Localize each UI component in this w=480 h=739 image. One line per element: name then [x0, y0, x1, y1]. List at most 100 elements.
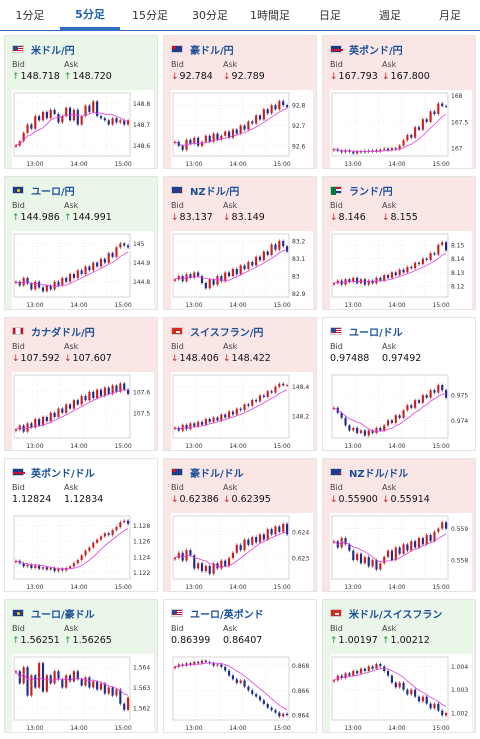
candle-body: [352, 671, 355, 676]
rate-card[interactable]: ランド/円 Bid Ask ↓8.146 ↓8.155 8.15 8.14 8.13 8.12 1…: [322, 176, 476, 310]
candle-body: [417, 127, 421, 130]
rate-card[interactable]: スイスフラン/円 Bid Ask ↓148.406 ↓148.422 148.4 148.2…: [163, 317, 317, 451]
pair-title[interactable]: ユーロ/英ポンド: [171, 606, 264, 621]
candle-body: [65, 277, 68, 282]
tab-3[interactable]: 30分足: [192, 9, 228, 22]
x-tick-label: 15:00: [114, 725, 131, 732]
price-chart[interactable]: 148.4 148.2 13:00 14:00 15:00: [171, 372, 313, 450]
pair-title[interactable]: NZドル/円: [171, 183, 239, 198]
tab-5[interactable]: 日足: [319, 9, 341, 22]
x-tick-label: 14:00: [70, 161, 87, 168]
price-chart[interactable]: 107.6 107.5 13:00 14:00 15:00: [12, 372, 154, 450]
candle-body: [266, 391, 269, 397]
price-chart[interactable]: 1.128 1.126 1.124 1.122 13:00 14:00 15:00: [12, 513, 154, 591]
rate-card[interactable]: 英ポンド/ドル Bid Ask 1.12824 1.12834 1.128 1.126 1.1…: [4, 458, 158, 592]
price-chart[interactable]: 0.975 0.974 13:00 14:00 15:00: [330, 372, 472, 450]
tab-6[interactable]: 週足: [379, 9, 401, 22]
pair-title[interactable]: 豪ドル/円: [171, 42, 234, 57]
candle-body: [189, 550, 192, 556]
pair-name: 米ドル/スイスフラン: [349, 609, 443, 621]
tab-4[interactable]: 1時間足: [250, 9, 290, 22]
rate-card[interactable]: NZドル/ドル Bid Ask ↓0.55900 ↓0.55914 0.559 0.558 1…: [322, 458, 476, 592]
tab-2[interactable]: 15分足: [132, 9, 168, 22]
candlestick-chart: 148.4 148.2 13:00 14:00 15:00: [171, 372, 313, 450]
rate-card[interactable]: 米ドル/スイスフラン Bid Ask ↑1.00197 ↑1.00212 1.004 1.0…: [322, 599, 476, 733]
candle-body: [193, 555, 196, 569]
candle-body: [394, 272, 397, 276]
pair-title[interactable]: ユーロ/円: [12, 183, 75, 198]
x-tick-label: 14:00: [229, 443, 246, 450]
candle-body: [414, 400, 417, 408]
price-chart[interactable]: 1.564 1.563 1.562 13:00 14:00 15:00: [12, 654, 154, 732]
rate-card[interactable]: 豪ドル/ドル Bid Ask ↓0.62386 ↓0.62395 0.624 0.623 13…: [163, 458, 317, 592]
rate-card[interactable]: NZドル/円 Bid Ask ↓83.137 ↓83.149 83.2 83.1 83 82.9…: [163, 176, 317, 310]
candle-body: [119, 383, 122, 392]
moving-average-line: [15, 251, 129, 287]
candle-body: [251, 262, 254, 266]
price-chart[interactable]: 1.004 1.003 1.002 13:00 14:00 15:00: [330, 654, 472, 732]
candle-body: [379, 427, 382, 431]
price-chart[interactable]: 0.624 0.623 13:00 14:00 15:00: [171, 513, 313, 591]
tab-1[interactable]: 5分足: [60, 0, 120, 30]
price-chart[interactable]: 0.868 0.866 0.864 13:00 14:00 15:00: [171, 654, 313, 732]
pair-title[interactable]: NZドル/ドル: [330, 465, 408, 480]
ask-value: ↑1.00212: [382, 635, 430, 646]
x-tick-label: 13:00: [26, 725, 43, 732]
candle-body: [387, 275, 390, 278]
pair-title[interactable]: 米ドル/円: [12, 42, 75, 57]
pair-title[interactable]: 米ドル/スイスフラン: [330, 606, 443, 621]
candle-body: [76, 400, 79, 405]
candle-body: [224, 272, 227, 282]
candle-body: [173, 279, 176, 281]
candle-body: [239, 265, 242, 275]
rate-card[interactable]: 米ドル/円 Bid Ask ↑148.718 ↑148.720 148.8 148.7 148…: [4, 35, 158, 169]
pair-title[interactable]: カナダドル/円: [12, 324, 95, 339]
price-chart[interactable]: 148.8 148.7 148.6 13:00 14:00 15:00: [12, 90, 154, 168]
rate-card[interactable]: ユーロ/豪ドル Bid Ask ↑1.56251 ↑1.56265 1.564 1.563 1…: [4, 599, 158, 733]
price-chart[interactable]: 92.8 92.7 92.6 13:00 14:00 15:00: [171, 90, 313, 168]
candle-body: [88, 547, 91, 551]
pair-title[interactable]: 英ポンド/ドル: [12, 465, 95, 480]
ask-label: Ask: [64, 201, 79, 210]
price-chart[interactable]: 83.2 83.1 83 82.9 13:00 14:00 15:00: [171, 231, 313, 309]
price-chart[interactable]: 8.15 8.14 8.13 8.12 13:00 14:00 15:00: [330, 231, 472, 309]
price-chart[interactable]: 0.559 0.558 13:00 14:00 15:00: [330, 513, 472, 591]
candle-body: [437, 244, 440, 255]
candle-body: [92, 262, 95, 271]
rate-card[interactable]: カナダドル/円 Bid Ask ↓107.592 ↓107.607 107.6 107.5 1…: [4, 317, 158, 451]
y-tick-label: 148.2: [292, 414, 309, 421]
candle-body: [123, 243, 126, 246]
candle-body: [96, 101, 99, 117]
rate-card[interactable]: 豪ドル/円 Bid Ask ↓92.784 ↓92.789 92.8 92.7 92.6 13:…: [163, 35, 317, 169]
flag-icon: [171, 609, 183, 617]
moving-average-line: [174, 108, 288, 147]
tab-7[interactable]: 月足: [439, 9, 461, 22]
candle-body: [379, 664, 382, 667]
rate-card[interactable]: ユーロ/英ポンド Bid Ask 0.86399 0.86407 0.868 0.866 0.…: [163, 599, 317, 733]
candle-body: [429, 534, 432, 542]
pair-title[interactable]: ランド/円: [330, 183, 393, 198]
pair-title[interactable]: スイスフラン/円: [171, 324, 263, 339]
y-tick-label: 1.003: [451, 687, 468, 694]
candle-body: [204, 418, 207, 425]
plot-frame: [172, 374, 290, 439]
price-chart[interactable]: 145 144.9 144.8 13:00 14:00 15:00: [12, 231, 154, 309]
price-chart[interactable]: 168 167.5 167 13:00 14:00 15:00: [330, 90, 472, 168]
candle-body: [30, 423, 33, 428]
candle-body: [38, 565, 41, 569]
candle-body: [200, 141, 204, 146]
candle-body: [76, 671, 79, 680]
candle-body: [26, 667, 29, 696]
pair-title[interactable]: 英ポンド/円: [330, 42, 403, 57]
pair-title[interactable]: 豪ドル/ドル: [171, 465, 244, 480]
tab-0[interactable]: 1分足: [15, 9, 45, 22]
ask-value: ↑1.56265: [64, 635, 112, 646]
pair-title[interactable]: ユーロ/豪ドル: [12, 606, 95, 621]
candle-body: [103, 258, 106, 263]
rate-card[interactable]: 英ポンド/円 Bid Ask ↓167.793 ↓167.800 168 167.5 167 1…: [322, 35, 476, 169]
rate-card[interactable]: ユーロ/ドル Bid Ask 0.97488 0.97492 0.975 0.974 13:0…: [322, 317, 476, 451]
pair-title[interactable]: ユーロ/ドル: [330, 324, 403, 339]
candle-body: [41, 663, 45, 692]
rate-card[interactable]: ユーロ/円 Bid Ask ↑144.986 ↑144.991 145 144.9 144.8…: [4, 176, 158, 310]
y-tick-label: 144.9: [133, 260, 150, 267]
